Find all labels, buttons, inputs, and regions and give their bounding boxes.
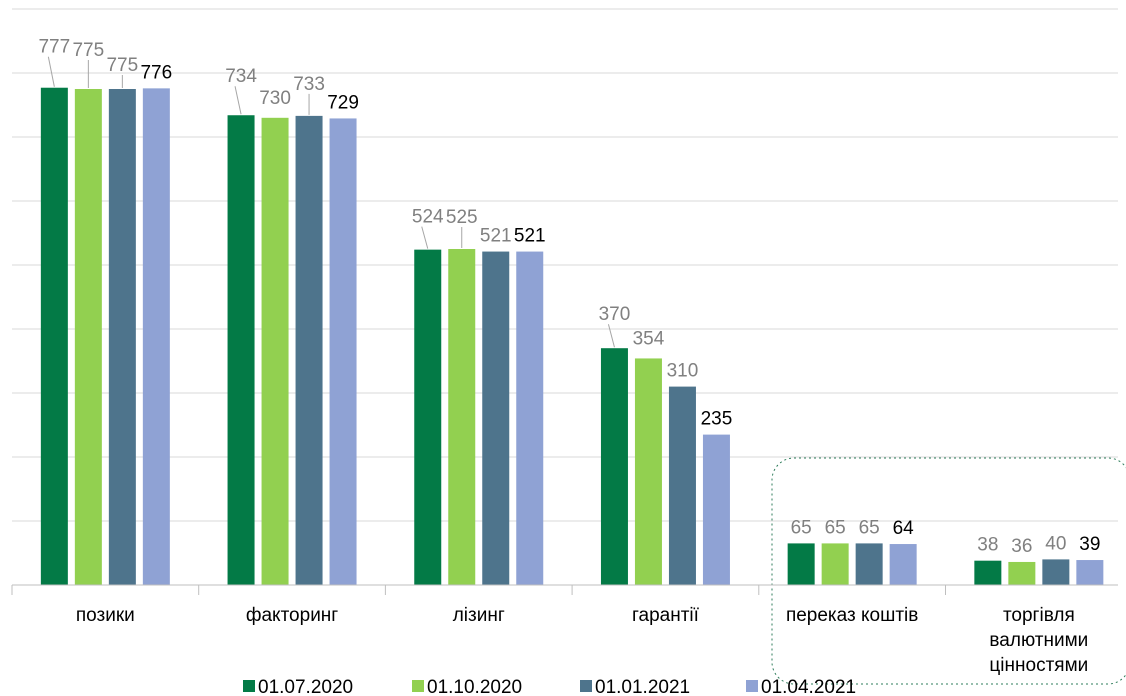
x-axis: позики факторинг лізинг гарантії переказ кош… [11, 584, 1118, 676]
data-label: 39 [1079, 534, 1100, 555]
category-label: лізинг [453, 605, 505, 626]
bar-01.07.2020-5 [974, 560, 1002, 585]
data-label: 370 [599, 304, 631, 325]
data-label: 729 [327, 92, 359, 113]
bar-01.07.2020-2 [414, 249, 442, 585]
data-label: 521 [514, 226, 546, 247]
legend-label: 01.01.2021 [595, 677, 690, 696]
data-label: 734 [225, 66, 257, 87]
legend: 01.07.2020 01.10.2020 01.01.2021 01.04.2021 [243, 677, 856, 696]
bar-01.01.2021-0 [108, 89, 136, 585]
legend-item: 01.07.2020 [243, 677, 353, 696]
label-leader-line [421, 226, 429, 249]
legend-label: 01.04.2021 [761, 677, 856, 696]
bar-01.10.2020-3 [634, 358, 662, 585]
bar-01.04.2021-0 [142, 88, 170, 586]
highlight-dashed-frame [771, 457, 1126, 685]
bar-01.04.2021-4 [889, 544, 917, 585]
legend-swatch [243, 680, 255, 692]
data-label: 65 [825, 517, 846, 538]
bar-01.04.2021-2 [516, 251, 544, 585]
data-label: 310 [667, 361, 699, 382]
bar-01.10.2020-2 [448, 249, 476, 585]
legend-item: 01.10.2020 [412, 677, 522, 696]
bar-01.07.2020-1 [227, 115, 255, 586]
bar-01.04.2021-3 [702, 434, 730, 585]
data-label: 521 [480, 226, 512, 247]
bar-01.10.2020-4 [821, 543, 849, 585]
bar-01.10.2020-0 [74, 89, 102, 585]
data-label: 64 [893, 518, 915, 539]
legend-label: 01.10.2020 [427, 677, 522, 696]
gridlines [12, 8, 1118, 522]
legend-swatch [746, 680, 758, 692]
data-label: 40 [1045, 533, 1066, 554]
bar-01.07.2020-3 [600, 348, 628, 585]
bar-01.07.2020-4 [787, 543, 815, 585]
legend-swatch [580, 680, 592, 692]
data-label: 777 [38, 37, 70, 58]
bar-01.07.2020-0 [40, 87, 68, 585]
legend-swatch [412, 680, 424, 692]
category-label: торгівля валютними цінностями [989, 605, 1088, 676]
data-label: 525 [446, 207, 478, 228]
legend-item: 01.01.2021 [580, 677, 690, 696]
category-label: факторинг [246, 605, 338, 626]
bar-01.01.2021-1 [295, 115, 323, 585]
label-leader-line [607, 324, 615, 348]
bar-01.04.2021-1 [329, 118, 357, 585]
data-label: 36 [1011, 536, 1032, 557]
data-label: 524 [412, 207, 444, 228]
data-label: 775 [106, 55, 138, 76]
category-label: позики [76, 605, 135, 626]
bars [40, 87, 1104, 586]
bar-01.10.2020-1 [261, 117, 289, 586]
data-label: 775 [72, 40, 104, 61]
data-label: 65 [859, 517, 880, 538]
category-label: переказ коштів [786, 605, 918, 626]
bar-01.01.2021-2 [482, 251, 510, 585]
data-label: 776 [140, 62, 172, 83]
bar-01.10.2020-5 [1008, 561, 1036, 585]
bar-01.04.2021-5 [1076, 560, 1104, 585]
data-label: 38 [977, 535, 998, 556]
bar-01.01.2021-4 [855, 543, 883, 585]
legend-item: 01.04.2021 [746, 677, 856, 696]
label-leader-line [234, 86, 242, 115]
category-label: гарантії [632, 605, 700, 626]
data-label: 730 [259, 88, 291, 109]
legend-label: 01.07.2020 [258, 677, 353, 696]
label-leader-line [47, 56, 55, 87]
data-label: 235 [701, 409, 733, 430]
data-label: 65 [791, 517, 812, 538]
data-label: 354 [633, 328, 665, 349]
bar-01.01.2021-3 [668, 386, 696, 585]
highlight-box [771, 457, 1126, 685]
data-label: 733 [293, 74, 325, 95]
bar-01.01.2021-5 [1042, 559, 1070, 585]
